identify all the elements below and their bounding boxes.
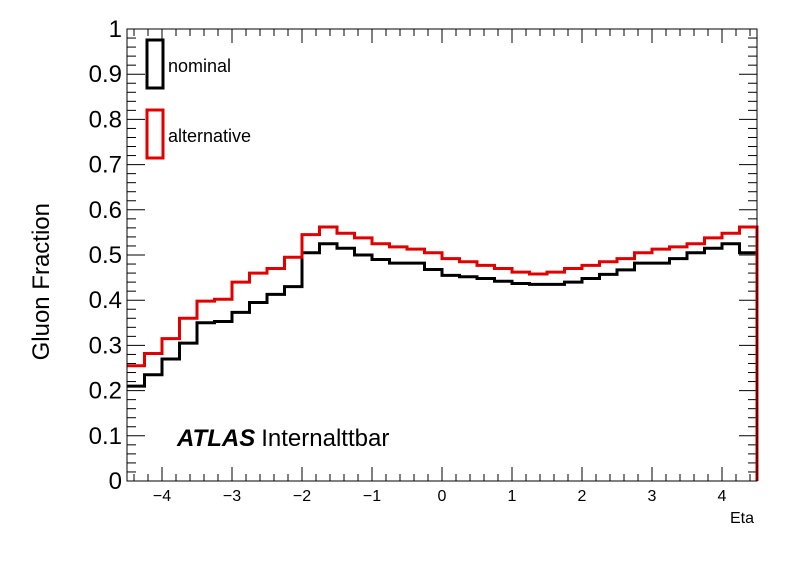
- x-axis-label: Eta: [730, 510, 754, 527]
- y-tick-label: 0.1: [89, 423, 122, 450]
- y-tick-label: 0.9: [89, 61, 122, 88]
- legend-swatch-alternative: [145, 108, 165, 160]
- atlas-experiment: ATLAS: [176, 425, 255, 452]
- y-tick-label: 0.6: [89, 197, 122, 224]
- y-tick-label: 0.7: [89, 152, 122, 179]
- x-axis-tick-labels: −4 −3 −2 −1 0 1 2 3 4: [153, 488, 727, 505]
- legend-label-alternative: alternative: [168, 126, 251, 146]
- legend-label-nominal: nominal: [168, 56, 231, 76]
- x-tick-label: −1: [363, 488, 381, 505]
- series-layer: [127, 225, 759, 481]
- x-tick-label: 1: [508, 488, 517, 505]
- y-axis-tick-labels: 0 0.1 0.2 0.3 0.4 0.5 0.6 0.7 0.8 0.9 1: [89, 16, 122, 495]
- legend-swatch-nominal: [145, 38, 165, 90]
- x-tick-label: 3: [648, 488, 657, 505]
- series-line-nominal: [127, 242, 757, 388]
- y-tick-label: 0.3: [89, 332, 122, 359]
- plot-frame: [126, 28, 758, 482]
- y-tick-label: 0: [109, 468, 122, 495]
- y-axis-label: Gluon Fraction: [28, 203, 55, 360]
- x-axis-ticks: [133, 29, 751, 481]
- y-tick-label: 0.4: [89, 287, 122, 314]
- legend: nominal alternative: [145, 38, 251, 160]
- y-tick-label: 0.2: [89, 378, 122, 405]
- atlas-sample: ttbar: [341, 425, 389, 452]
- y-tick-label: 0.8: [89, 106, 122, 133]
- x-tick-label: −3: [223, 488, 241, 505]
- x-tick-label: −4: [153, 488, 171, 505]
- x-tick-label: 2: [578, 488, 587, 505]
- y-tick-label: 1: [109, 16, 122, 43]
- x-tick-label: 0: [438, 488, 447, 505]
- atlas-status: Internal: [261, 425, 341, 452]
- x-tick-label: −2: [293, 488, 311, 505]
- y-tick-label: 0.5: [89, 242, 122, 269]
- series-line-alternative: [127, 225, 759, 481]
- atlas-label: ATLAS Internalttbar: [176, 425, 389, 452]
- x-tick-label: 4: [718, 488, 727, 505]
